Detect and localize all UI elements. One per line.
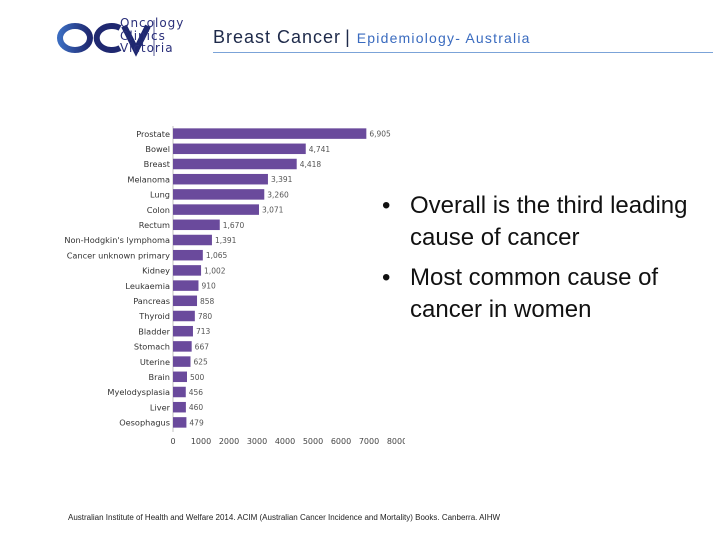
bar <box>173 310 195 322</box>
x-tick-label: 7000 <box>359 437 379 446</box>
category-label: Liver <box>150 402 171 412</box>
category-label: Brain <box>149 372 170 382</box>
x-tick-label: 0 <box>170 437 175 446</box>
category-label: Lung <box>150 190 170 200</box>
bar <box>173 143 306 155</box>
bar <box>173 128 367 139</box>
category-label: Non-Hodgkin's lymphoma <box>64 235 170 245</box>
logo-line-1: Oncology <box>120 16 185 30</box>
value-label: 1,002 <box>204 266 226 275</box>
title-main: Breast Cancer <box>213 27 342 47</box>
logo-line-2: Clinics <box>120 28 166 43</box>
x-tick-label: 6000 <box>331 437 351 446</box>
value-label: 4,741 <box>309 145 331 154</box>
value-label: 456 <box>189 388 204 397</box>
x-tick-label: 8000 <box>387 437 405 446</box>
bar <box>173 295 198 307</box>
bullet-item: • Most common cause of cancer in women <box>382 262 702 326</box>
value-label: 1,065 <box>206 251 228 260</box>
bar <box>173 219 220 231</box>
category-label: Cancer unknown primary <box>67 250 170 260</box>
bullet-text: Overall is the third leading cause of ca… <box>410 192 688 251</box>
category-label: Colon <box>147 205 170 215</box>
ocv-logo-mark <box>57 23 151 57</box>
category-label: Bowel <box>145 144 170 154</box>
category-label: Pancreas <box>133 296 170 306</box>
value-label: 3,391 <box>271 175 293 184</box>
logo-text: Oncology Clinics Victoria <box>120 17 184 55</box>
x-tick-label: 1000 <box>191 437 211 446</box>
logo-line-3: Victoria <box>120 41 174 55</box>
bar <box>173 265 202 276</box>
category-label: Uterine <box>140 357 170 367</box>
category-label: Myelodysplasia <box>107 387 170 397</box>
bullet-dot: • <box>382 192 391 219</box>
category-label: Rectum <box>139 220 170 230</box>
bar <box>173 280 199 291</box>
category-label: Thyroid <box>138 311 170 321</box>
x-tick-label: 4000 <box>275 437 295 446</box>
bar <box>173 325 193 337</box>
bar <box>173 189 265 200</box>
source-citation: Australian Institute of Health and Welfa… <box>68 513 501 522</box>
value-label: 3,260 <box>267 190 289 199</box>
title-subtitle: Epidemiology- Australia <box>356 30 531 46</box>
x-tick-label: 3000 <box>247 437 267 446</box>
category-label: Stomach <box>134 342 170 352</box>
bullet-list: • Overall is the third leading cause of … <box>382 190 702 334</box>
bar <box>173 249 203 261</box>
value-label: 713 <box>196 327 211 336</box>
header-divider <box>213 52 713 53</box>
value-label: 667 <box>195 342 210 351</box>
bullet-item: • Overall is the third leading cause of … <box>382 190 702 254</box>
title-separator: | <box>345 27 351 47</box>
value-label: 4,418 <box>300 160 322 169</box>
category-label: Prostate <box>136 129 170 139</box>
x-tick-label: 2000 <box>219 437 239 446</box>
bar <box>173 158 297 170</box>
bar <box>173 204 259 215</box>
category-label: Oesophagus <box>119 418 170 428</box>
value-label: 625 <box>194 358 209 367</box>
bullet-dot: • <box>382 264 391 291</box>
bar <box>173 386 186 398</box>
value-label: 780 <box>198 312 213 321</box>
bar <box>173 356 191 367</box>
cancer-incidence-chart: Prostate 6,905 Bowel 4,741 Breast 4,418 Melano… <box>64 126 405 446</box>
value-label: 858 <box>200 297 215 306</box>
value-label: 460 <box>189 403 204 412</box>
category-label: Bladder <box>138 326 170 336</box>
page-title: Breast Cancer | Epidemiology- Australia <box>213 27 531 48</box>
bar <box>173 401 186 413</box>
value-label: 6,905 <box>369 130 391 139</box>
value-label: 479 <box>189 418 204 427</box>
category-label: Kidney <box>142 266 170 276</box>
category-label: Melanoma <box>127 174 170 184</box>
ocv-logo <box>57 20 155 57</box>
x-tick-label: 5000 <box>303 437 323 446</box>
bar <box>173 341 192 352</box>
bar <box>173 371 187 383</box>
value-label: 500 <box>190 373 205 382</box>
value-label: 1,391 <box>215 236 237 245</box>
bar <box>173 234 212 246</box>
category-label: Leukaemia <box>125 281 170 291</box>
bullet-text: Most common cause of cancer in women <box>410 264 659 323</box>
bar <box>173 173 268 185</box>
value-label: 3,071 <box>262 206 284 215</box>
bar <box>173 417 187 428</box>
value-label: 1,670 <box>223 221 245 230</box>
value-label: 910 <box>201 282 216 291</box>
category-label: Breast <box>144 159 171 169</box>
